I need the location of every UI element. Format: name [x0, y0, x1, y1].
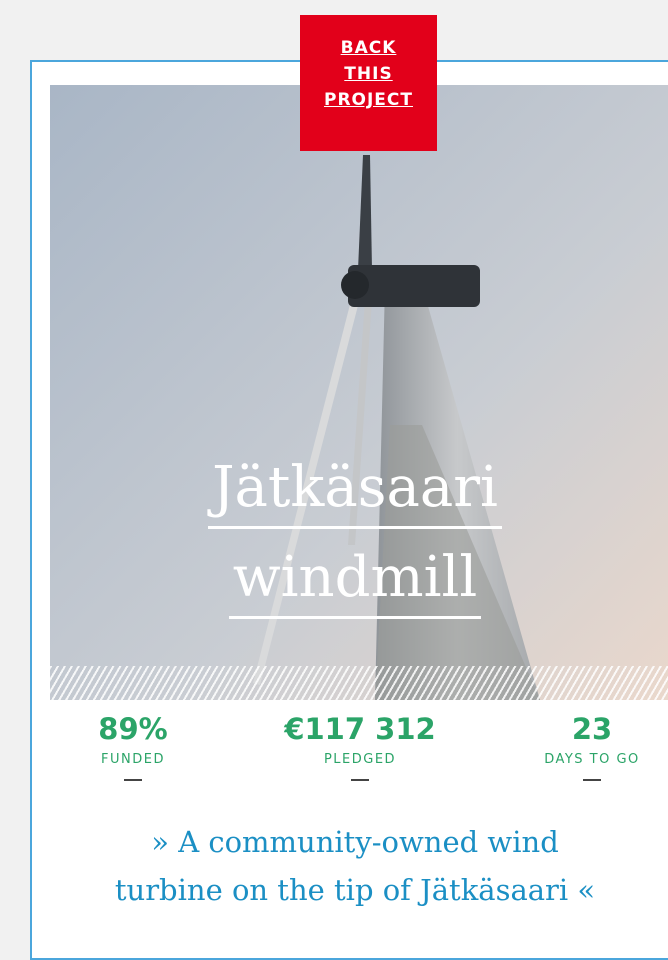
project-quote: » A community-owned wind turbine on the … [40, 818, 668, 914]
back-project-button[interactable]: BACK THIS PROJECT [300, 15, 437, 151]
stat-dash [124, 779, 142, 781]
title-line: Jätkäsaari [100, 455, 610, 529]
button-line: PROJECT [323, 90, 413, 110]
stat-value: €117 312 [284, 712, 436, 746]
stat-label: DAYS TO GO [544, 752, 640, 767]
project-photo [50, 85, 668, 700]
stat-value: 89% [98, 712, 168, 746]
stat: €117 312 PLEDGED [260, 712, 460, 781]
title-line: windmill [100, 545, 610, 619]
title-text: windmill [228, 545, 482, 619]
quote-line: turbine on the tip of Jätkäsaari « [114, 873, 596, 907]
hatch-strip [50, 666, 668, 700]
button-line: BACK [340, 38, 397, 58]
stat-dash [583, 779, 601, 781]
quote-line: » A community-owned wind [151, 825, 559, 859]
stat: 23 DAYS TO GO [492, 712, 668, 781]
stat: 89% FUNDED [33, 712, 233, 781]
button-line: THIS [344, 64, 393, 84]
title-text: Jätkäsaari [208, 455, 502, 529]
stat-label: PLEDGED [323, 752, 397, 767]
stat-value: 23 [571, 712, 613, 746]
stat-label: FUNDED [101, 752, 165, 767]
windmill-image [50, 85, 668, 700]
stat-dash [351, 779, 369, 781]
